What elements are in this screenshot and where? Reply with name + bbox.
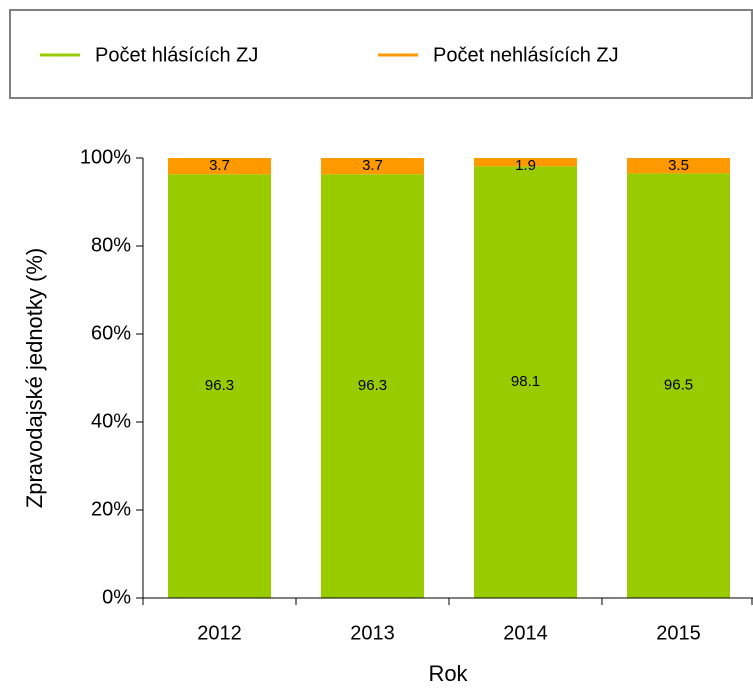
bar-segment (474, 166, 577, 599)
data-label: 96.3 (205, 377, 234, 394)
y-tick-label: 60% (91, 322, 131, 344)
bar-segment (168, 174, 271, 598)
bar-segment (321, 174, 424, 598)
y-axis-label: Zpravodajské jednotky (%) (22, 248, 47, 508)
x-axis-label: Rok (428, 661, 468, 686)
data-label: 96.3 (358, 377, 387, 394)
data-label: 3.7 (209, 157, 230, 174)
data-label: 3.5 (668, 157, 689, 174)
x-tick-label: 2015 (656, 622, 701, 644)
x-tick-label: 2014 (503, 622, 548, 644)
bar-segment (627, 158, 730, 174)
legend-label: Počet nehlásících ZJ (433, 44, 619, 66)
y-tick-label: 0% (102, 586, 131, 608)
data-label: 98.1 (511, 373, 540, 390)
data-label: 96.5 (664, 377, 693, 394)
bar-segment (627, 173, 730, 598)
data-label: 3.7 (362, 157, 383, 174)
y-tick-label: 80% (91, 234, 131, 256)
bar-segment (474, 158, 577, 167)
data-label: 1.9 (515, 157, 536, 174)
y-tick-label: 40% (91, 410, 131, 432)
y-tick-label: 100% (80, 146, 131, 168)
legend-label: Počet hlásících ZJ (95, 44, 258, 66)
x-tick-label: 2013 (350, 622, 395, 644)
bar-segment (168, 158, 271, 175)
bar-segment (321, 158, 424, 175)
x-tick-label: 2012 (197, 622, 242, 644)
y-tick-label: 20% (91, 498, 131, 520)
